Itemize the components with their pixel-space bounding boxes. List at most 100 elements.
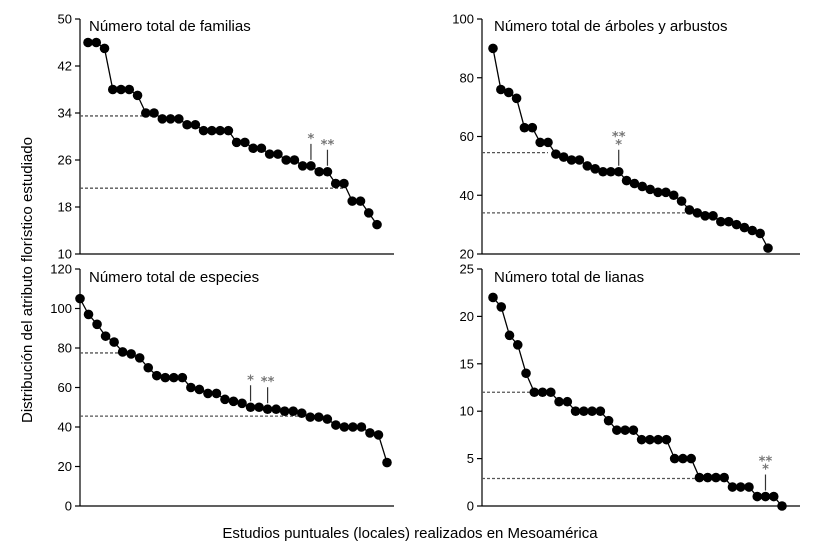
y-tick-label: 120 (50, 262, 72, 277)
y-tick-label: 60 (460, 129, 474, 144)
data-point (621, 175, 632, 186)
data-point (306, 161, 316, 171)
series-line (79, 298, 388, 463)
data-point (768, 491, 779, 502)
data-point (727, 482, 738, 492)
data-point (288, 406, 298, 417)
y-tick-label: 18 (58, 200, 72, 215)
data-point (700, 211, 710, 221)
data-point (686, 453, 696, 464)
y-tick-label: 42 (58, 59, 72, 74)
data-point (356, 422, 367, 432)
data-point (228, 396, 239, 407)
data-point (661, 187, 671, 198)
data-point (92, 319, 102, 330)
data-point (719, 472, 729, 483)
data-point (365, 428, 375, 438)
data-point (543, 137, 553, 148)
data-point (603, 415, 614, 426)
y-tick-label: 34 (58, 106, 72, 121)
y-tick-label: 50 (58, 12, 72, 27)
data-point (330, 178, 341, 189)
data-point (637, 181, 648, 192)
chart-panel-2: 20 40 60 80 100 *** Número total de árboles y … (452, 12, 800, 262)
y-tick-label: 5 (467, 451, 474, 466)
data-point (134, 353, 145, 363)
data-point (160, 372, 171, 383)
data-point (527, 122, 538, 133)
data-point (755, 228, 765, 239)
data-point (117, 347, 128, 357)
data-point (777, 501, 787, 511)
data-point (752, 491, 763, 502)
annotation-label: ** (759, 455, 773, 470)
panel-title: Número total de familias (89, 18, 251, 35)
y-tick-label: 0 (65, 499, 72, 514)
data-point (739, 222, 750, 233)
data-point (512, 340, 523, 350)
data-point (314, 166, 325, 177)
data-point (661, 434, 672, 445)
y-tick-label: 20 (460, 247, 474, 262)
data-point (678, 453, 688, 464)
data-point (628, 425, 639, 435)
data-point (211, 388, 222, 399)
data-point (297, 161, 308, 171)
data-point (570, 406, 581, 417)
data-point (220, 394, 230, 405)
data-point (215, 125, 225, 136)
data-point (169, 372, 179, 383)
data-point (248, 143, 258, 154)
data-point (143, 362, 154, 373)
data-point (186, 382, 196, 393)
data-point (245, 402, 256, 413)
y-tick-label: 20 (58, 459, 72, 474)
data-point (347, 196, 358, 206)
data-point (203, 388, 213, 399)
data-point (174, 114, 184, 124)
data-point (598, 166, 608, 177)
data-point (511, 93, 522, 104)
data-point (558, 152, 569, 162)
data-point (100, 331, 111, 341)
data-point (157, 114, 168, 124)
data-point (684, 205, 695, 215)
data-point (132, 90, 143, 101)
panel-title: Número total de árboles y arbustos (494, 18, 727, 35)
data-point (653, 187, 663, 198)
data-point (676, 196, 687, 206)
data-point (747, 225, 758, 236)
data-point (587, 406, 597, 417)
data-point (240, 137, 250, 148)
data-point (237, 398, 247, 409)
data-point (521, 368, 531, 379)
data-point (503, 87, 514, 98)
data-point (231, 137, 242, 148)
data-point (653, 434, 663, 445)
data-point (322, 414, 333, 424)
data-point (281, 155, 291, 165)
data-point (339, 422, 350, 432)
data-point (116, 84, 126, 95)
data-point (763, 243, 773, 253)
figure-ylabel: Distribución del atributo florístico est… (19, 137, 36, 423)
data-point (554, 396, 564, 407)
data-point (355, 196, 366, 206)
data-point (348, 422, 358, 432)
data-point (305, 412, 316, 422)
data-point (182, 119, 192, 130)
data-point (83, 309, 94, 320)
data-point (708, 211, 718, 221)
data-point (91, 37, 102, 48)
data-point (504, 330, 515, 341)
data-point (716, 216, 726, 227)
y-tick-label: 10 (460, 404, 474, 419)
data-point (496, 84, 506, 95)
data-point (75, 293, 85, 304)
data-point (149, 108, 159, 118)
y-tick-label: 40 (58, 420, 72, 435)
data-point (207, 125, 217, 136)
y-tick-label: 40 (460, 188, 474, 203)
data-point (488, 292, 498, 303)
